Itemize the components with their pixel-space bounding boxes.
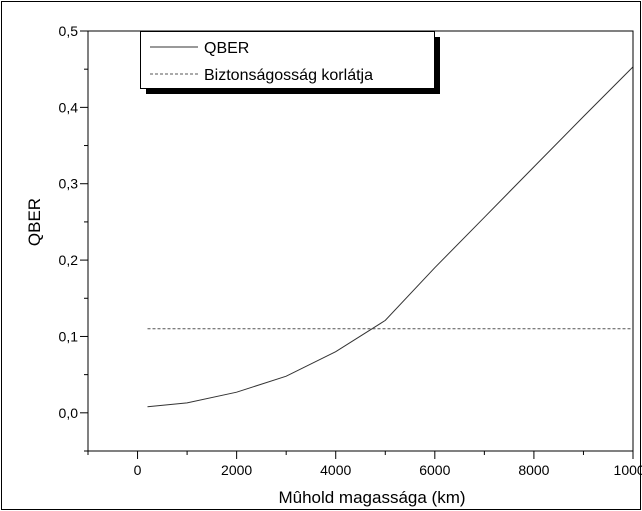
legend-label-qber: QBER [204, 40, 249, 57]
x-tick-label: 8000 [518, 462, 549, 478]
legend-box [140, 31, 435, 89]
x-axis-title: Mûhold magassága (km) [278, 488, 465, 507]
legend: QBER Biztonságosság korlátja [140, 31, 440, 94]
y-tick-label: 0,1 [59, 328, 79, 344]
x-tick-label: 6000 [419, 462, 450, 478]
plot-layer [147, 66, 634, 408]
y-axis: 0,0 0,1 0,2 0,3 0,4 0,5 [59, 23, 88, 452]
legend-label-security-limit: Biztonságosság korlátja [204, 67, 373, 84]
series-line-qber [147, 66, 634, 408]
x-tick-label: 2000 [221, 462, 252, 478]
y-tick-label: 0,0 [59, 405, 79, 421]
x-tick-label: 0 [134, 462, 142, 478]
y-axis-title: QBER [25, 198, 44, 246]
y-tick-label: 0,3 [59, 176, 79, 192]
y-tick-label: 0,5 [59, 23, 79, 39]
y-tick-label: 0,2 [59, 252, 79, 268]
x-tick-label: 4000 [320, 462, 351, 478]
y-tick-label: 0,4 [59, 99, 79, 115]
